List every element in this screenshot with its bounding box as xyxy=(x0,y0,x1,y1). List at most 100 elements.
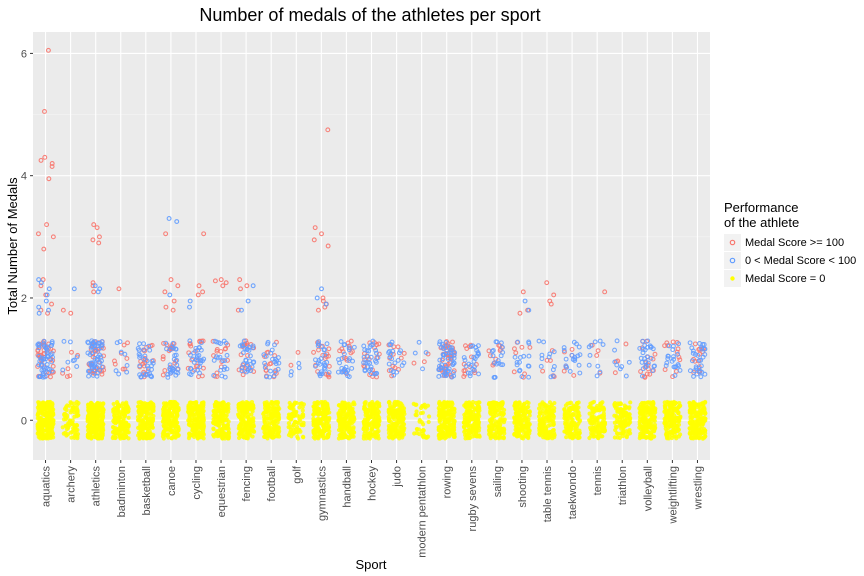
data-point xyxy=(627,420,633,425)
data-point xyxy=(520,425,525,430)
data-point xyxy=(300,408,305,413)
data-point xyxy=(698,414,703,419)
data-point xyxy=(199,415,204,420)
data-point xyxy=(162,424,167,429)
data-point xyxy=(236,435,242,441)
data-point xyxy=(343,416,348,421)
data-point xyxy=(115,415,120,421)
data-point xyxy=(577,435,582,440)
data-point xyxy=(320,404,325,409)
data-point xyxy=(473,431,479,436)
data-point xyxy=(41,432,46,437)
data-point xyxy=(589,433,594,438)
data-point xyxy=(538,411,543,416)
data-point xyxy=(576,410,581,415)
data-point xyxy=(517,420,522,425)
data-point xyxy=(88,426,93,432)
data-point xyxy=(472,407,477,412)
data-point xyxy=(574,423,580,428)
data-point xyxy=(420,410,425,415)
data-point xyxy=(523,433,529,438)
data-point xyxy=(643,406,648,411)
data-point xyxy=(621,425,626,430)
data-point xyxy=(311,428,316,433)
data-point xyxy=(36,428,41,433)
data-point xyxy=(397,436,402,441)
data-point xyxy=(369,425,374,430)
data-point xyxy=(92,408,97,413)
data-point xyxy=(569,435,575,440)
data-point xyxy=(612,435,617,440)
data-point xyxy=(225,436,230,441)
data-point xyxy=(664,408,669,413)
data-point xyxy=(687,420,692,425)
data-point xyxy=(569,416,574,422)
data-point xyxy=(120,422,125,427)
data-point xyxy=(137,407,142,413)
data-point xyxy=(137,436,142,441)
data-point xyxy=(271,426,276,431)
data-point xyxy=(703,418,708,423)
data-point xyxy=(126,436,131,441)
data-point xyxy=(69,408,74,413)
data-point xyxy=(347,423,352,428)
data-point xyxy=(195,403,200,409)
data-point xyxy=(270,435,275,440)
data-point xyxy=(325,426,330,432)
data-point xyxy=(165,417,170,422)
data-point xyxy=(649,436,654,441)
data-point xyxy=(69,401,74,406)
data-point xyxy=(694,425,699,430)
data-point xyxy=(691,431,696,436)
data-point xyxy=(94,412,99,417)
data-point xyxy=(136,404,141,409)
data-point xyxy=(189,405,194,410)
data-point xyxy=(40,407,45,412)
data-point xyxy=(100,406,105,412)
data-point xyxy=(86,403,92,408)
data-point xyxy=(452,410,457,415)
data-point xyxy=(597,408,602,413)
data-point xyxy=(166,421,171,426)
data-point xyxy=(496,420,501,425)
data-point xyxy=(116,404,122,409)
data-point xyxy=(244,400,249,405)
data-point xyxy=(645,424,650,429)
data-point xyxy=(466,431,471,437)
data-point xyxy=(622,411,627,416)
data-point xyxy=(552,432,557,438)
data-point xyxy=(444,402,449,408)
data-point xyxy=(287,405,292,410)
data-point xyxy=(286,421,291,426)
data-point xyxy=(439,423,444,428)
data-point xyxy=(161,407,166,412)
data-point xyxy=(269,419,274,424)
data-point xyxy=(48,406,53,411)
data-point xyxy=(148,406,153,411)
data-point xyxy=(368,401,373,406)
data-point xyxy=(376,401,382,406)
data-point xyxy=(361,436,366,441)
data-point xyxy=(362,400,367,406)
data-point xyxy=(570,420,575,425)
data-point xyxy=(73,432,79,437)
data-point xyxy=(638,402,643,407)
data-point xyxy=(612,420,617,425)
data-point xyxy=(362,431,367,436)
data-point xyxy=(366,416,371,421)
data-point xyxy=(445,410,451,415)
data-point xyxy=(40,400,45,405)
data-point xyxy=(312,419,317,425)
data-point xyxy=(496,430,502,435)
data-point xyxy=(365,419,370,424)
data-point xyxy=(223,414,228,419)
data-point xyxy=(417,419,422,424)
data-point xyxy=(290,403,296,409)
data-point xyxy=(220,436,225,441)
data-point xyxy=(389,430,394,435)
data-point xyxy=(446,419,451,424)
data-point xyxy=(262,434,267,439)
data-point xyxy=(44,407,49,412)
data-point xyxy=(525,405,530,410)
